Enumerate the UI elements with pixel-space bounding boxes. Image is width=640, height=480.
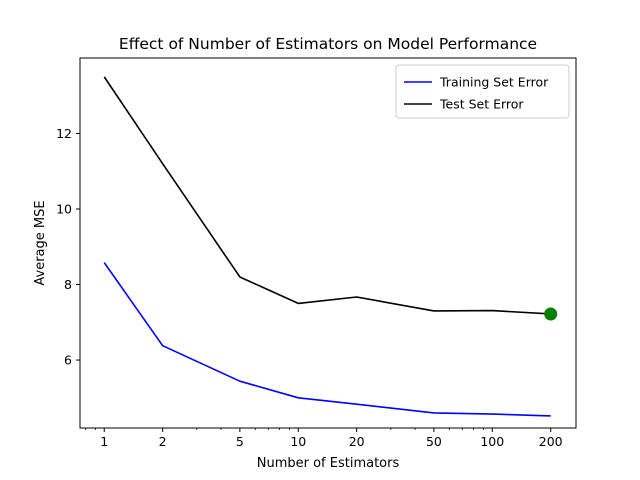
y-tick-label: 6 xyxy=(64,353,72,368)
plot-area xyxy=(80,58,576,428)
plot-marks xyxy=(103,76,558,417)
legend-label: Training Set Error xyxy=(439,75,549,90)
legend: Training Set Error Test Set Error xyxy=(395,64,570,119)
legend-label: Test Set Error xyxy=(439,97,524,112)
x-tick-label: 1 xyxy=(100,434,108,449)
x-tick-label: 20 xyxy=(349,434,365,449)
x-tick-label: 10 xyxy=(290,434,306,449)
legend-box xyxy=(395,64,570,119)
x-tick-label: 2 xyxy=(159,434,167,449)
plot-frame xyxy=(79,57,577,429)
y-axis-label: Average MSE xyxy=(33,200,48,285)
x-axis-label: Number of Estimators xyxy=(257,456,400,471)
series-line-0 xyxy=(103,262,551,417)
y-tick-label: 10 xyxy=(56,202,72,217)
x-axis: 1 2 5 10 20 50 100 200 xyxy=(85,428,563,449)
series-line-1 xyxy=(103,76,551,315)
highlight-point xyxy=(544,307,558,321)
y-tick-label: 8 xyxy=(64,277,72,292)
y-tick-label: 12 xyxy=(56,126,72,141)
y-axis: 6 8 10 12 xyxy=(56,126,80,368)
x-tick-label: 100 xyxy=(480,434,504,449)
x-tick-label: 5 xyxy=(236,434,244,449)
x-tick-label: 50 xyxy=(426,434,442,449)
chart-title: Effect of Number of Estimators on Model … xyxy=(119,35,537,53)
x-tick-label: 200 xyxy=(539,434,563,449)
